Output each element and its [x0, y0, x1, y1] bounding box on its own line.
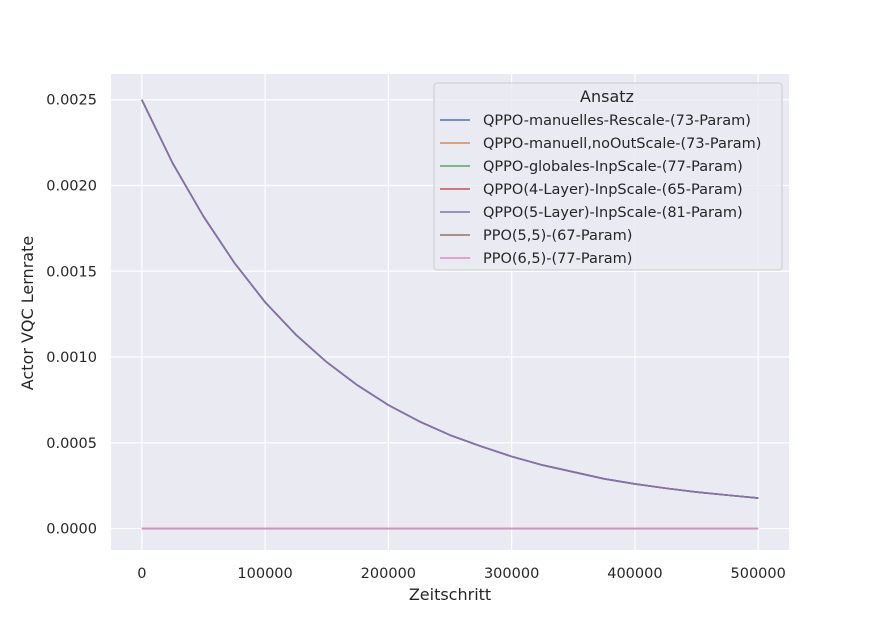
legend-label: PPO(6,5)-(77-Param): [483, 251, 632, 267]
legend-item: QPPO-manuelles-Rescale-(73-Param): [440, 113, 751, 129]
legend-items: QPPO-manuelles-Rescale-(73-Param) QPPO-ma…: [440, 113, 761, 267]
y-tick-label: 0.0025: [46, 93, 97, 109]
legend-label: QPPO-globales-InpScale-(77-Param): [483, 159, 743, 175]
legend-label: QPPO(4-Layer)-InpScale-(65-Param): [483, 182, 743, 198]
x-tick-label: 500000: [731, 566, 786, 582]
y-tick-label: 0.0000: [46, 522, 97, 538]
legend-label: QPPO-manuell,noOutScale-(73-Param): [483, 136, 761, 152]
legend-item: QPPO(4-Layer)-InpScale-(65-Param): [440, 182, 743, 198]
x-tick-label: 300000: [484, 566, 539, 582]
legend-label: QPPO-manuelles-Rescale-(73-Param): [483, 113, 751, 129]
x-tick-labels: 0 100000 200000 300000 400000 500000: [137, 566, 786, 582]
series-line-5: [141, 99, 759, 499]
y-axis-label: Actor VQC Lernrate: [18, 236, 37, 390]
legend-item: QPPO-globales-InpScale-(77-Param): [440, 159, 743, 175]
series-lines: [141, 99, 759, 530]
y-tick-label: 0.0015: [46, 264, 97, 280]
legend: Ansatz QPPO-manuelles-Rescale-(73-Param)…: [433, 82, 783, 271]
x-tick-label: 400000: [607, 566, 662, 582]
y-tick-labels: 0.0000 0.0005 0.0010 0.0015 0.0020 0.0025: [46, 93, 97, 538]
legend-label: QPPO(5-Layer)-InpScale-(81-Param): [483, 205, 743, 221]
legend-item: PPO(6,5)-(77-Param): [440, 251, 632, 267]
x-tick-label: 100000: [237, 566, 292, 582]
x-tick-label: 0: [137, 566, 146, 582]
x-axis-label: Zeitschritt: [409, 585, 491, 604]
y-tick-label: 0.0010: [46, 350, 97, 366]
legend-item: QPPO(5-Layer)-InpScale-(81-Param): [440, 205, 743, 221]
legend-title: Ansatz: [580, 87, 634, 106]
legend-item: PPO(5,5)-(67-Param): [440, 228, 632, 244]
legend-frame: [433, 82, 783, 271]
legend-item: QPPO-manuell,noOutScale-(73-Param): [440, 136, 761, 152]
legend-label: PPO(5,5)-(67-Param): [483, 228, 632, 244]
y-tick-label: 0.0005: [46, 436, 97, 452]
x-tick-label: 200000: [361, 566, 416, 582]
y-tick-label: 0.0020: [46, 178, 97, 194]
